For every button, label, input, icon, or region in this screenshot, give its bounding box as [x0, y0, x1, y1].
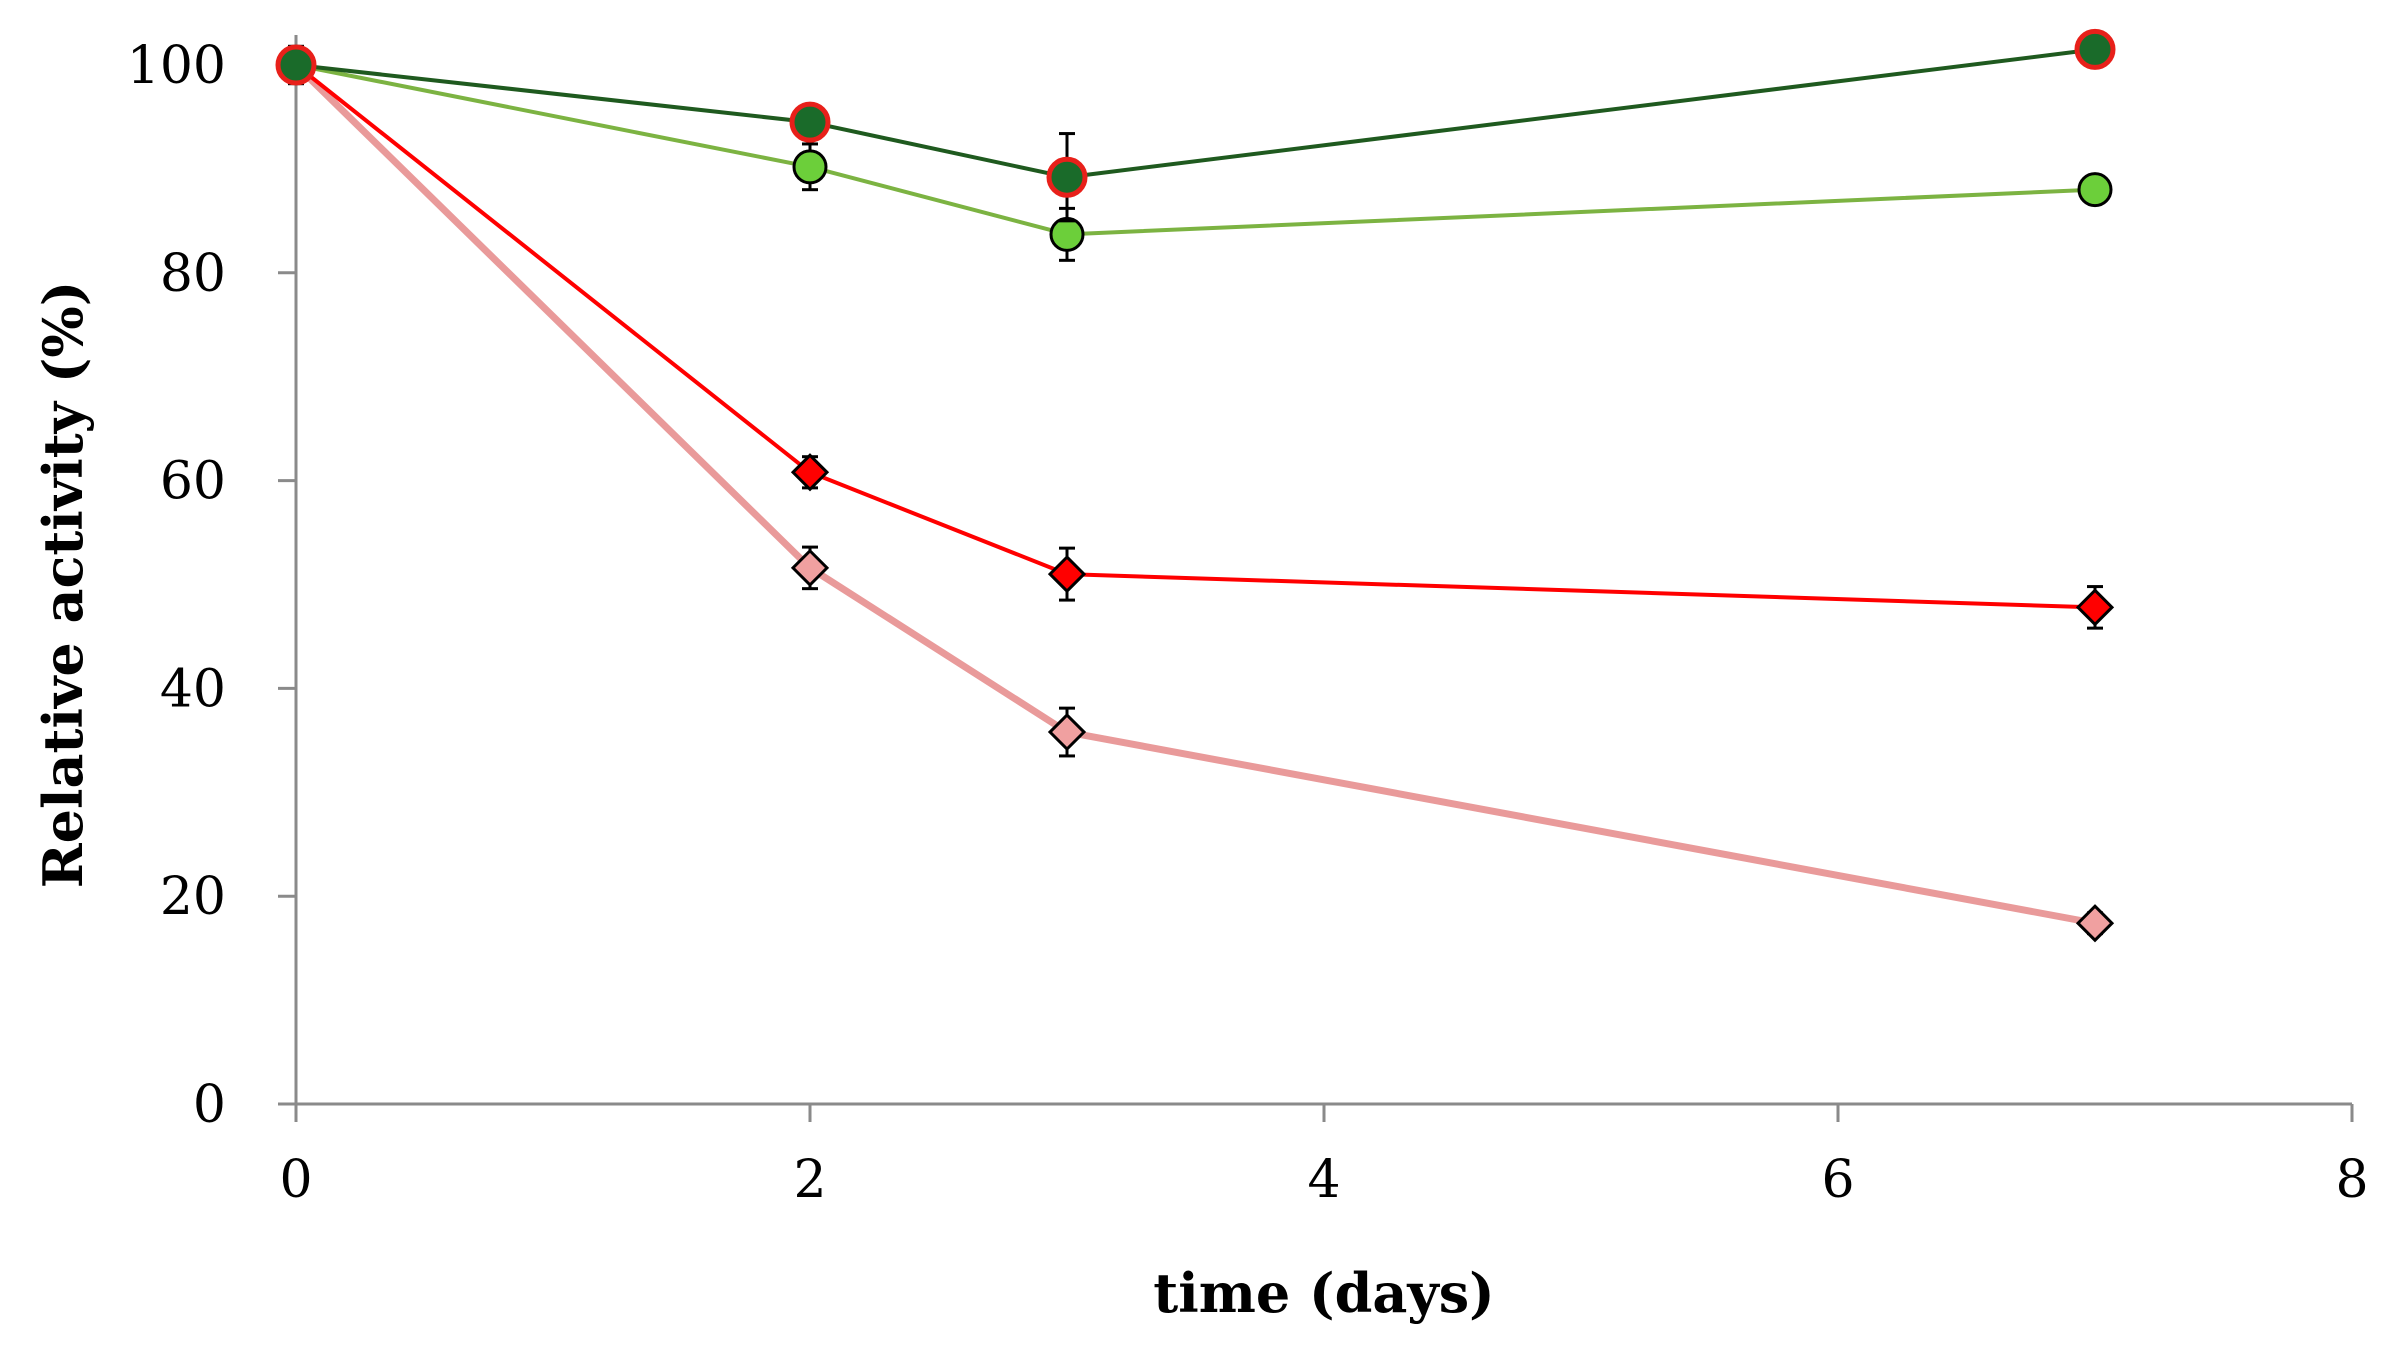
series-line-4	[293, 62, 2096, 927]
series-3-points	[276, 45, 2115, 630]
x-tick-label: 2	[793, 1150, 826, 1210]
x-tick-label: 4	[1307, 1150, 1340, 1210]
series-layer	[275, 28, 2116, 943]
series-line-1	[295, 47, 2096, 180]
data-point-diamond	[1047, 712, 1087, 752]
data-point-diamond	[2075, 588, 2115, 627]
data-point-diamond	[1047, 554, 1087, 594]
data-point-diamond	[2075, 904, 2115, 943]
data-point-circle	[1046, 156, 1088, 198]
data-point-circle	[2077, 172, 2113, 208]
series-line-2	[295, 63, 2096, 237]
series-1-points	[275, 28, 2116, 223]
data-point-circle	[789, 101, 831, 143]
series-4-points	[276, 45, 2115, 943]
y-tick-label: 20	[160, 867, 226, 927]
x-tick-label: 8	[2335, 1150, 2368, 1210]
series-line-3	[294, 63, 2096, 610]
x-tick-label: 6	[1821, 1150, 1854, 1210]
y-tick-label: 0	[193, 1075, 226, 1135]
y-tick-label: 60	[160, 452, 226, 512]
y-axis-title: Relative activity (%)	[31, 281, 95, 888]
axes: 0 2 4 6 8 0 20 40 60 80 100	[127, 35, 2369, 1210]
x-axis-title: time (days)	[1153, 1261, 1494, 1325]
x-tick-label: 0	[279, 1150, 312, 1210]
data-point-diamond	[790, 453, 830, 492]
data-point-diamond	[790, 548, 830, 587]
y-tick-label: 100	[127, 36, 226, 96]
data-point-circle	[1049, 216, 1085, 252]
data-point-circle	[792, 149, 828, 185]
x-ticks: 0 2 4 6 8	[279, 1104, 2369, 1210]
y-ticks: 0 20 40 60 80 100	[127, 36, 296, 1135]
y-tick-label: 40	[160, 659, 226, 719]
y-tick-label: 80	[160, 244, 226, 304]
data-point-circle	[275, 44, 317, 86]
data-point-circle	[2074, 28, 2116, 70]
